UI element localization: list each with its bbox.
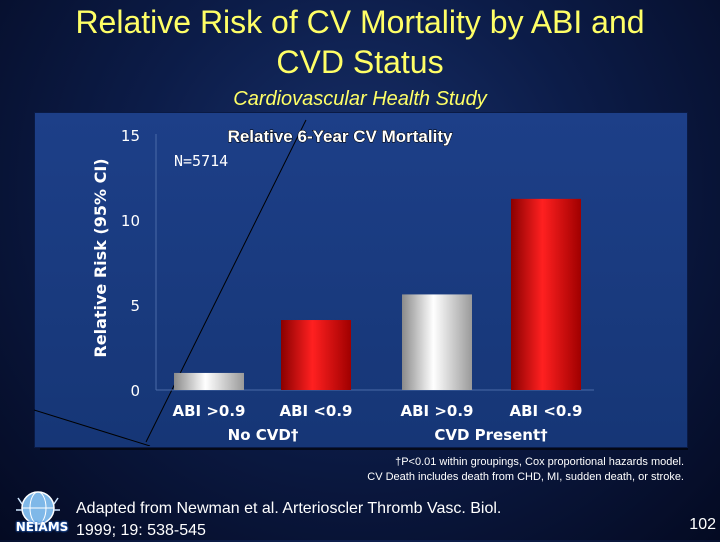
footnote-line2: CV Death includes death from CHD, MI, su… — [367, 471, 684, 483]
bar-4 — [511, 198, 581, 390]
group-label-no-cvd: No CVD† — [228, 426, 299, 444]
group-label-cvd-present: CVD Present† — [434, 426, 548, 444]
bar-3 — [402, 294, 472, 390]
category-label-4: ABI <0.9 — [510, 402, 583, 420]
citation-line1: Adapted from Newman et al. Arterioscler … — [76, 500, 502, 517]
globe-icon — [16, 491, 60, 525]
logo-text: NEIAMS — [15, 520, 69, 534]
slide-title-line2: CVD Status — [276, 44, 444, 80]
y-tick-label-5: 5 — [130, 297, 140, 315]
y-tick-label-15: 15 — [121, 127, 140, 145]
decorative-diagonal-line-lower — [34, 409, 151, 446]
y-axis-label: Relative Risk (95% CI) — [91, 158, 110, 357]
sample-size-annotation: N=5714 — [174, 152, 228, 170]
footnote: †P<0.01 within groupings, Cox proportion… — [367, 455, 684, 485]
decorative-diagonal-line — [145, 119, 307, 443]
chart-title: Relative 6-Year CV Mortality — [228, 127, 453, 146]
citation: Adapted from Newman et al. Arterioscler … — [76, 498, 596, 542]
slide-title: Relative Risk of CV Mortality by ABI and… — [0, 2, 720, 82]
slide-subtitle: Cardiovascular Health Study — [233, 88, 487, 110]
y-tick-label-0: 0 — [130, 382, 140, 400]
citation-line2: 1999; 19: 538-545 — [76, 522, 206, 539]
page-number: 102 — [689, 516, 716, 533]
bar-2 — [281, 320, 351, 390]
category-label-2: ABI <0.9 — [280, 402, 353, 420]
bar-chart: Relative Risk (95% CI) 0 5 10 15 Relativ… — [34, 119, 594, 446]
y-tick-label-10: 10 — [121, 212, 140, 230]
bar-1 — [174, 372, 244, 390]
neiams-logo: NEIAMS — [8, 490, 68, 536]
footnote-line1: †P<0.01 within groupings, Cox proportion… — [395, 456, 684, 468]
slide-title-line1: Relative Risk of CV Mortality by ABI and — [75, 4, 645, 40]
category-label-1: ABI >0.9 — [173, 402, 246, 420]
category-label-3: ABI >0.9 — [401, 402, 474, 420]
